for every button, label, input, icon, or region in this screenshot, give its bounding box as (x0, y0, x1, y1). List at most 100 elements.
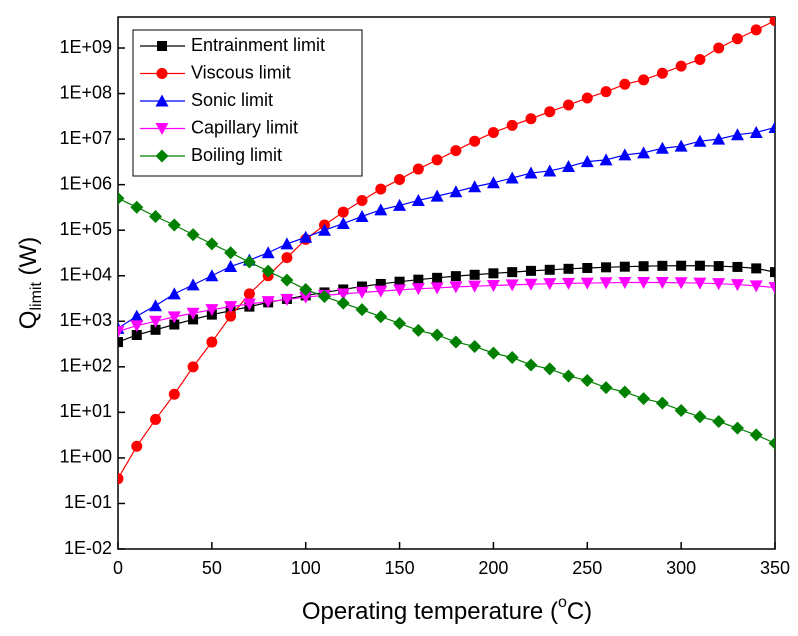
data-point (543, 164, 557, 177)
data-point (638, 261, 649, 272)
data-point (505, 171, 519, 184)
data-point (430, 282, 444, 295)
y-label-text: Q (15, 311, 42, 330)
x-tick-label: 100 (291, 558, 321, 578)
data-point (413, 274, 424, 285)
data-point (731, 33, 743, 45)
legend-marker (155, 94, 169, 107)
data-point (655, 141, 669, 154)
data-point (281, 252, 293, 264)
data-point (261, 264, 275, 278)
data-point (206, 336, 218, 348)
data-point (205, 304, 219, 317)
data-point (430, 189, 444, 202)
data-point (562, 277, 576, 290)
data-point (655, 277, 669, 290)
data-point (225, 310, 237, 322)
data-point (505, 279, 519, 292)
data-point (468, 280, 482, 293)
data-point (167, 287, 181, 300)
y-tick-label: 1E+01 (59, 401, 112, 421)
y-tick-label: 1E+02 (59, 356, 112, 376)
data-point (374, 285, 388, 298)
y-tick-label: 1E+00 (59, 447, 112, 467)
data-point (580, 277, 594, 290)
data-point (674, 277, 688, 290)
data-point (336, 296, 350, 310)
data-point (562, 369, 576, 383)
data-point (375, 183, 387, 195)
data-point (768, 282, 775, 295)
data-point (280, 273, 294, 287)
data-point (525, 113, 537, 125)
data-point (149, 299, 163, 312)
data-point (619, 261, 630, 272)
data-point (411, 323, 425, 337)
data-point (543, 362, 557, 376)
data-point (187, 361, 199, 373)
data-point (525, 265, 536, 276)
data-point (732, 261, 743, 272)
data-point (130, 200, 144, 214)
data-point (411, 283, 425, 296)
data-point (580, 155, 594, 168)
data-point (118, 337, 123, 348)
x-tick-label: 50 (202, 558, 222, 578)
data-point (299, 282, 313, 296)
data-point (149, 315, 163, 328)
y-tick-label: 1E+06 (59, 173, 112, 193)
data-point (693, 134, 707, 147)
x-label-end: C) (567, 598, 592, 625)
data-point (374, 310, 388, 324)
data-point (618, 277, 632, 290)
x-label-text: Operating temperature ( (302, 598, 558, 625)
data-point (449, 281, 463, 294)
y-label-unit: (W) (15, 237, 42, 282)
x-tick-label: 300 (666, 558, 696, 578)
data-point (599, 381, 613, 395)
legend-text: Boiling limit (191, 145, 282, 165)
data-point (299, 291, 313, 304)
data-point (394, 276, 405, 287)
data-point (524, 358, 538, 372)
data-point (449, 335, 463, 349)
data-point (450, 271, 461, 282)
data-point (337, 206, 349, 218)
data-point (393, 316, 407, 330)
legend-marker (155, 149, 169, 163)
y-tick-label: 1E+03 (59, 310, 112, 330)
data-point (768, 436, 775, 450)
data-point (131, 329, 142, 340)
data-point (261, 246, 275, 259)
data-point (450, 145, 462, 157)
data-point (524, 166, 538, 179)
data-point (242, 298, 256, 311)
data-point (751, 263, 762, 274)
data-point (118, 473, 124, 485)
data-point (432, 272, 443, 283)
data-point (674, 403, 688, 417)
data-point (712, 278, 726, 291)
data-point (506, 119, 518, 131)
data-point (524, 278, 538, 291)
data-point (749, 428, 763, 442)
data-point (619, 78, 631, 90)
data-point (600, 86, 612, 98)
data-point (394, 173, 406, 185)
data-point (543, 278, 557, 291)
y-tick-label: 1E-01 (64, 492, 112, 512)
data-point (375, 278, 386, 289)
data-point (374, 203, 388, 216)
data-point (487, 126, 499, 138)
data-point (488, 268, 499, 279)
data-point (336, 288, 350, 301)
data-point (299, 230, 313, 243)
data-point (712, 415, 726, 429)
data-point (637, 392, 651, 406)
data-point (749, 125, 763, 138)
data-point (131, 440, 143, 452)
data-point (205, 237, 219, 251)
data-point (336, 217, 350, 230)
data-point (507, 267, 518, 278)
data-point (468, 339, 482, 353)
